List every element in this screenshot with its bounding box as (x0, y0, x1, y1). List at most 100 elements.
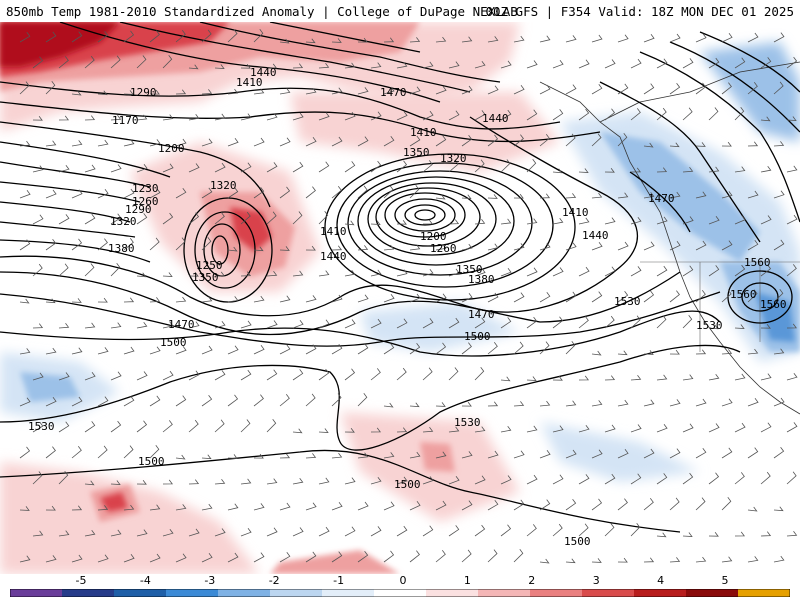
wind-barb (84, 421, 96, 433)
wind-barb (500, 267, 512, 277)
wind-barb (344, 220, 355, 226)
wind-barb (383, 185, 394, 199)
wind-barb (487, 36, 499, 43)
wind-barb (422, 268, 434, 277)
wind-barb (149, 346, 161, 355)
contour-labels: 1170 1200 1230 1260 1290 1290 1320 1320 … (28, 66, 787, 548)
wind-barb (422, 476, 434, 485)
wind-barb (214, 64, 225, 69)
wind-barb (448, 426, 460, 433)
wind-barb (214, 271, 225, 277)
wind-barb (292, 369, 304, 381)
wind-barb (136, 163, 148, 173)
wind-barb (227, 246, 238, 252)
wind-barb (175, 454, 186, 460)
wind-barb (643, 498, 654, 511)
colorbar-segment (530, 589, 583, 597)
wind-barb (357, 501, 369, 511)
wind-barb (97, 90, 108, 96)
wind-barb (747, 32, 759, 43)
wind-barb (136, 479, 147, 485)
wind-barb (318, 112, 330, 121)
wind-barb (136, 321, 148, 329)
wind-barb (32, 263, 43, 277)
contour-label: 1410 (562, 206, 589, 219)
wind-barb (227, 552, 239, 563)
wind-barb (643, 399, 655, 407)
wind-barb (448, 317, 460, 329)
wind-barb (461, 451, 473, 459)
wind-barb (318, 477, 330, 485)
wind-barb (630, 424, 642, 433)
warm-anomaly-hawaii-core (420, 442, 455, 472)
wind-barb (526, 474, 538, 485)
wind-barb (123, 396, 135, 407)
wind-barb (409, 501, 421, 511)
wind-barb (149, 553, 161, 563)
wind-barb (643, 557, 655, 563)
cool-anomaly-southeast (540, 422, 700, 482)
wind-barb (513, 499, 525, 511)
contour-label: 1410 (236, 76, 263, 89)
wind-barb (253, 453, 264, 459)
run-valid-time: 00Z GFS | F354 Valid: 18Z MON DEC 01 202… (485, 4, 794, 19)
wind-barb (786, 471, 797, 485)
wind-barb (162, 272, 173, 277)
wind-barb (669, 241, 681, 251)
wind-barb (734, 531, 745, 537)
contour-label: 1470 (468, 308, 495, 321)
wind-barb (695, 82, 707, 95)
wind-barb (97, 139, 109, 147)
contour-label: 1170 (112, 114, 139, 127)
wind-barb (461, 549, 472, 563)
wind-barb (240, 162, 252, 173)
wind-barb (123, 90, 134, 95)
wind-barb (643, 448, 655, 459)
wind-barb (331, 393, 342, 407)
wind-barb (188, 479, 200, 485)
wind-barb (344, 111, 356, 121)
wind-barb (682, 423, 694, 433)
contour-label: 1350 (456, 263, 483, 276)
anomaly-map: 1170 1200 1230 1260 1290 1290 1320 1320 … (0, 22, 800, 574)
wind-barb (240, 369, 252, 381)
wind-barb (734, 324, 745, 329)
wind-barb (19, 140, 31, 147)
wind-barb (747, 240, 759, 251)
wind-barb (318, 526, 330, 537)
colorbar-tick-label: -3 (204, 574, 216, 587)
wind-barb (461, 401, 472, 407)
wind-barb (578, 424, 590, 433)
contour-label: 1560 (760, 298, 787, 311)
wind-barb (136, 272, 147, 278)
wind-barb (19, 298, 30, 304)
wind-barb (435, 402, 446, 407)
colorbar-tick-label: 5 (721, 574, 729, 587)
wind-barb (786, 264, 797, 277)
wind-barb (292, 428, 303, 434)
wind-barb (539, 341, 550, 355)
wind-barb (19, 446, 31, 459)
wind-barb (760, 264, 772, 277)
wind-barb (331, 452, 343, 459)
contour-label: 1380 (108, 242, 135, 255)
wind-barb (305, 245, 316, 251)
wind-barb (526, 60, 538, 69)
wind-barb (565, 84, 577, 95)
wind-barb (58, 56, 69, 69)
wind-barb (409, 244, 421, 251)
wind-barb (71, 31, 83, 43)
wind-barb (565, 498, 577, 511)
contour-label: 1250 (196, 259, 223, 272)
wind-barb (71, 505, 83, 511)
wind-barb (513, 134, 524, 147)
wind-barb (435, 194, 446, 200)
wind-barb (682, 107, 693, 121)
wind-barb (461, 342, 472, 355)
colorbar-tick-label: 2 (528, 574, 536, 587)
wind-barb (175, 30, 186, 43)
wind-barb (253, 552, 265, 563)
wind-barb (305, 393, 316, 407)
wind-barb (578, 375, 589, 381)
wind-barb (630, 473, 642, 485)
